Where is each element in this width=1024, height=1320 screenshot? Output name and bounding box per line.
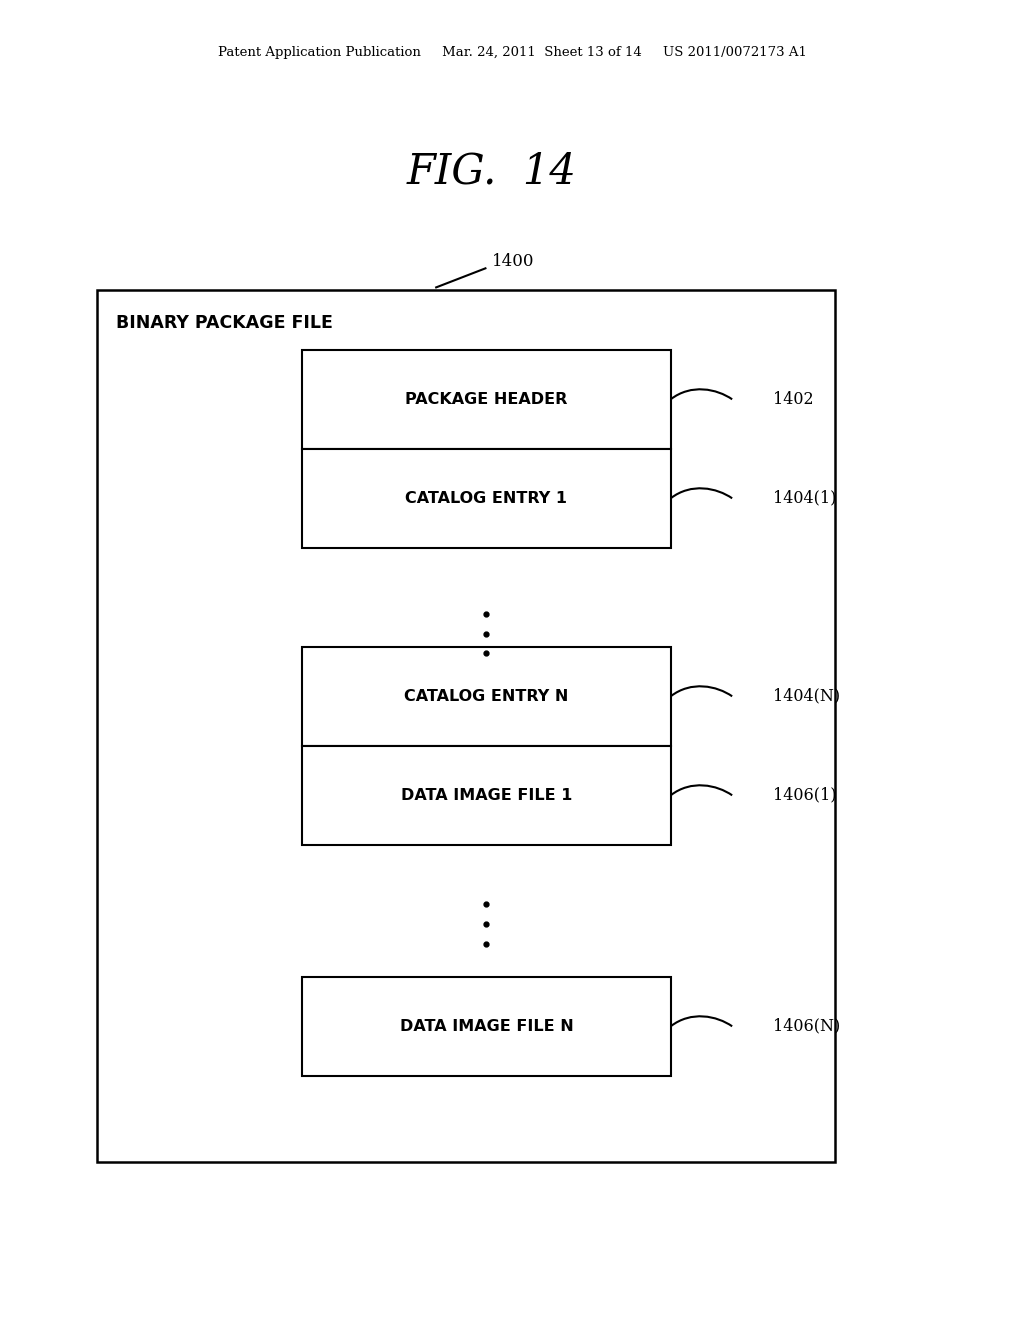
Text: 1400: 1400 xyxy=(492,253,535,269)
Text: PACKAGE HEADER: PACKAGE HEADER xyxy=(406,392,567,407)
Bar xyxy=(97,290,835,1162)
Bar xyxy=(302,977,671,1076)
Text: 1406(N): 1406(N) xyxy=(773,1018,841,1035)
Text: DATA IMAGE FILE 1: DATA IMAGE FILE 1 xyxy=(400,788,572,803)
Text: Patent Application Publication     Mar. 24, 2011  Sheet 13 of 14     US 2011/007: Patent Application Publication Mar. 24, … xyxy=(217,46,807,59)
Text: BINARY PACKAGE FILE: BINARY PACKAGE FILE xyxy=(116,314,333,333)
Bar xyxy=(302,746,671,845)
Text: FIG.  14: FIG. 14 xyxy=(407,150,577,193)
Text: 1402: 1402 xyxy=(773,391,814,408)
Bar xyxy=(302,449,671,548)
Text: DATA IMAGE FILE N: DATA IMAGE FILE N xyxy=(399,1019,573,1034)
Text: CATALOG ENTRY N: CATALOG ENTRY N xyxy=(404,689,568,704)
Text: 1406(1): 1406(1) xyxy=(773,787,837,804)
Bar xyxy=(302,350,671,449)
Text: 1404(N): 1404(N) xyxy=(773,688,841,705)
Bar xyxy=(302,647,671,746)
Text: 1404(1): 1404(1) xyxy=(773,490,837,507)
Text: CATALOG ENTRY 1: CATALOG ENTRY 1 xyxy=(406,491,567,506)
